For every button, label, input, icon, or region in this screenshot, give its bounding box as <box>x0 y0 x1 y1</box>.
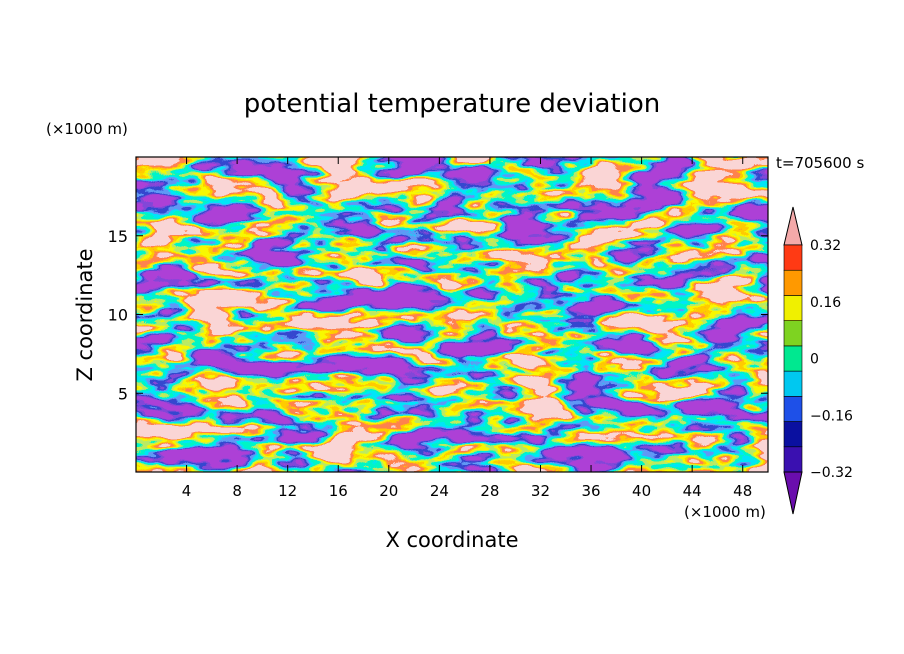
x-tick-label: 40 <box>632 482 651 500</box>
y-tick-label: 15 <box>108 227 128 246</box>
y-axis: 5 10 15 <box>108 227 768 403</box>
colorbar-band <box>783 244 803 271</box>
x-tick-label: 36 <box>581 482 600 500</box>
x-tick-label: 16 <box>329 482 348 500</box>
x-tick-label: 32 <box>531 482 550 500</box>
x-tick-label: 12 <box>278 482 297 500</box>
colorbar-band <box>783 396 803 422</box>
x-tick-label: 48 <box>733 482 752 500</box>
colorbar-triangle-low <box>783 471 803 515</box>
x-axis: 4 8 12 16 20 24 28 32 36 40 44 48 <box>182 157 752 500</box>
y-unit-label: (×1000 m) <box>46 120 128 138</box>
x-tick-label: 24 <box>430 482 449 500</box>
colorbar-band <box>783 370 803 397</box>
x-axis-label: X coordinate <box>385 528 518 552</box>
colorbar-band <box>783 295 803 321</box>
y-tick-label: 10 <box>108 306 128 325</box>
y-axis-label: Z coordinate <box>73 248 97 381</box>
time-label: t=705600 s <box>776 154 864 172</box>
x-unit-label: (×1000 m) <box>684 503 766 521</box>
contour-field <box>136 157 768 472</box>
colorbar-band <box>783 269 803 296</box>
colorbar-tick-label: 0.32 <box>810 238 841 254</box>
colorbar-band <box>783 320 803 347</box>
colorbar-tick-label: −0.16 <box>810 408 853 424</box>
colorbar-tick-label: −0.32 <box>810 465 853 481</box>
x-tick-label: 44 <box>683 482 702 500</box>
chart-title: potential temperature deviation <box>244 89 660 119</box>
x-tick-label: 28 <box>480 482 499 500</box>
colorbar-band <box>783 421 803 448</box>
x-tick-label: 8 <box>232 482 242 500</box>
colorbar-band <box>783 345 803 372</box>
colorbar-triangle-high <box>783 206 803 246</box>
x-tick-label: 4 <box>182 482 192 500</box>
colorbar-band <box>783 446 803 473</box>
y-tick-label: 5 <box>118 384 128 403</box>
contour-fill <box>136 157 768 472</box>
colorbar-tick-label: 0 <box>810 352 819 368</box>
colorbar-tick-label: 0.16 <box>810 295 841 311</box>
colorbar: 0.32 0.16 0 −0.16 −0.32 <box>783 206 853 515</box>
x-tick-label: 20 <box>379 482 398 500</box>
